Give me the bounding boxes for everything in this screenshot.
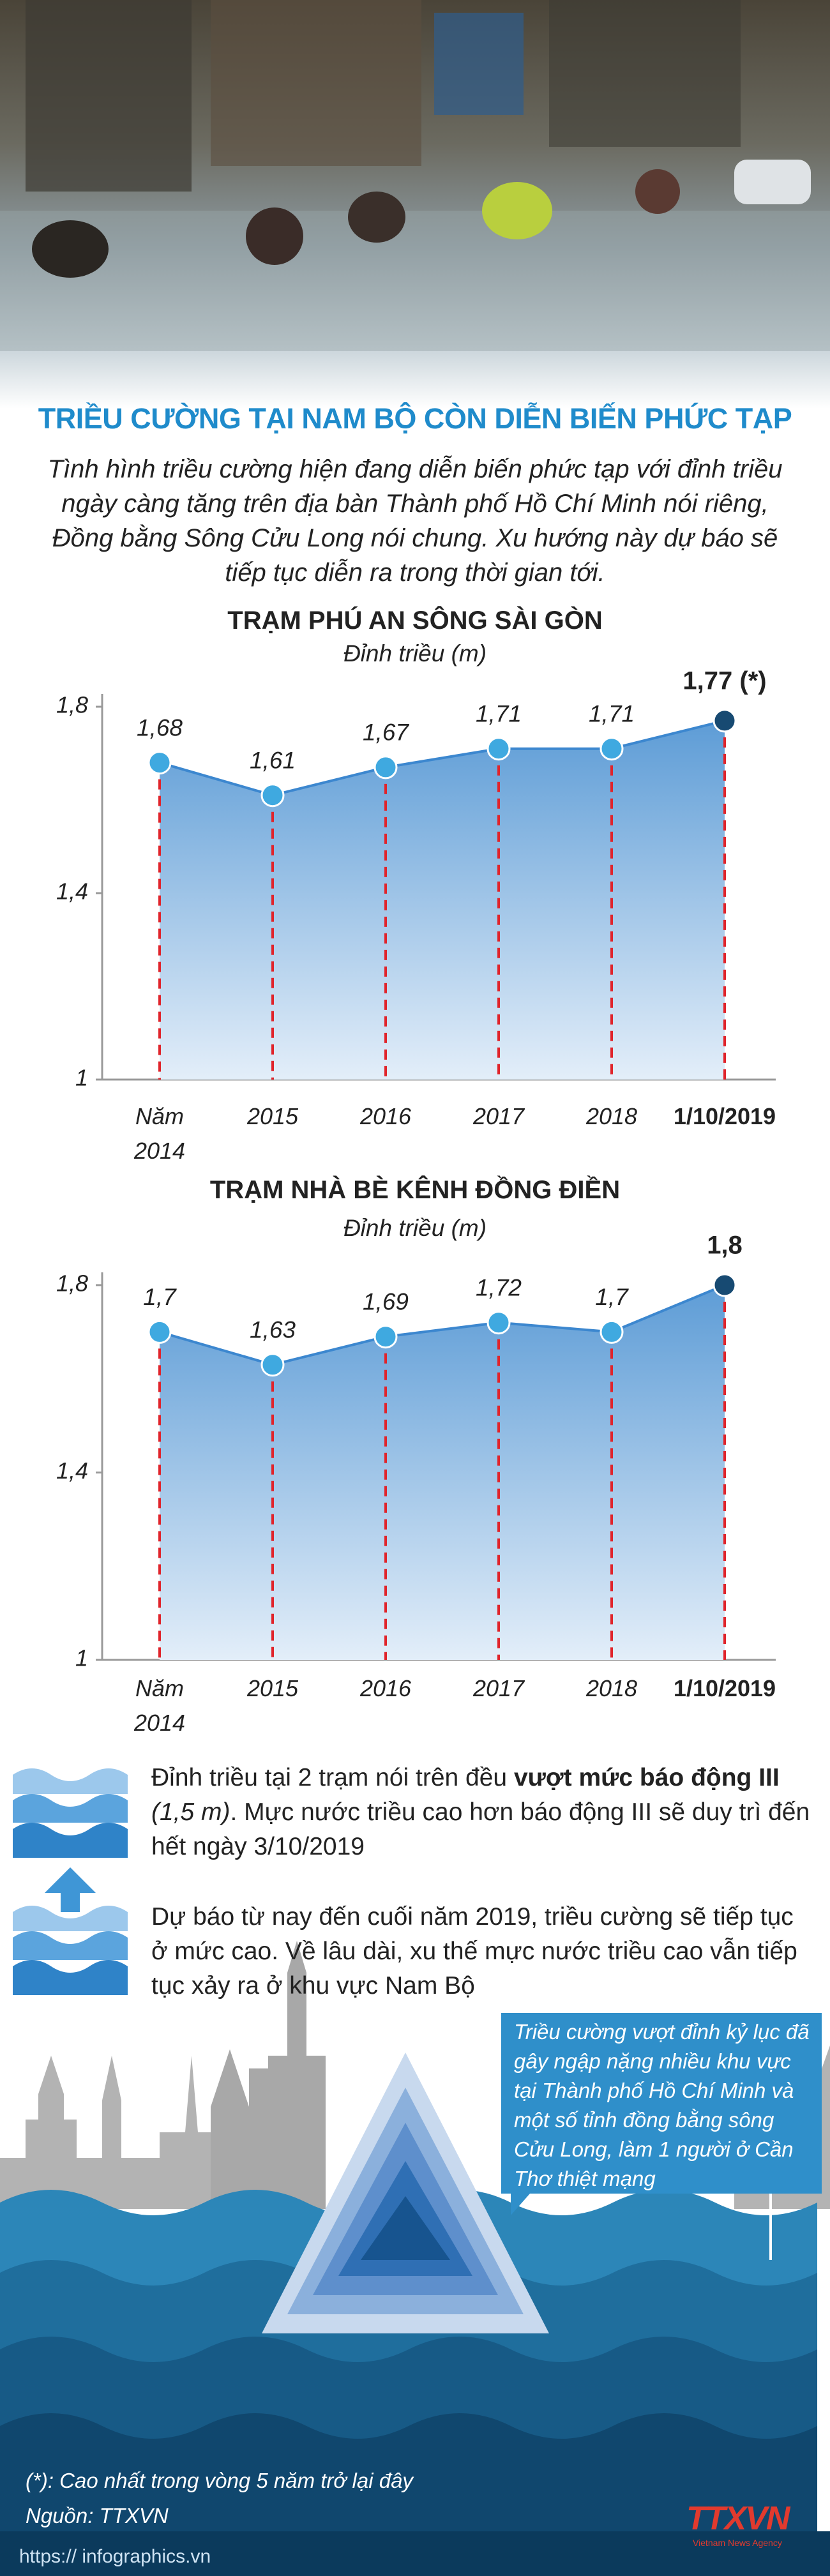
point [374,755,398,780]
note-italic: (1,5 m) [151,1798,230,1826]
x-tick-label: 2016 [359,1675,412,1701]
sea [0,2190,830,2576]
point [374,1325,398,1349]
x-tick-label: 2017 [472,1675,525,1701]
line [159,719,725,797]
x-tick-label: 2018 [585,1103,638,1129]
intro-text: Tình hình triều cường hiện đang diễn biế… [47,455,783,587]
value-label: 1,69 [363,1288,409,1314]
point [487,737,511,761]
x-tick-label: 2015 [246,1103,299,1129]
value-label: 1,68 [137,714,183,741]
source: Nguồn: TTXVN [26,2504,169,2527]
point [260,1353,285,1377]
note-text: Dự báo từ nay đến cuối năm 2019, triều c… [151,1903,797,2000]
value-label: 1,71 [476,700,522,727]
point [487,1311,511,1335]
value-label: 1,67 [363,719,409,746]
y-tick-label: 1 [75,1065,88,1091]
logo-subtitle: Vietnam News Agency [693,2538,782,2548]
line [159,1284,725,1366]
x-tick-label: 1/10/2019 [673,1103,776,1129]
note: Đỉnh triều tại 2 trạm nói trên đều vượt … [151,1761,815,1864]
point [713,709,737,733]
rising-wave-icon [13,1867,128,1995]
x-tick-label: Năm 2014 [133,1103,186,1164]
value-label: 1,8 [707,1232,743,1260]
area [160,1285,725,1660]
y-tick-label: 1 [75,1645,88,1671]
chart-subtitle: Đỉnh triều (m) [343,640,487,667]
chart-title: TRẠM NHÀ BÈ KÊNH ĐỒNG ĐIỀN [209,1176,621,1204]
note-emphasis: vượt mức báo động III [513,1764,780,1791]
value-label: 1,61 [250,747,296,773]
chart-subtitle: Đỉnh triều (m) [343,1215,487,1241]
triangle-emblem [262,2053,549,2333]
x-tick-label: 2018 [585,1675,638,1701]
y-tick-label: 1,4 [56,1457,88,1484]
callout-box [501,2013,822,2260]
point [147,751,172,775]
y-tick-label: 1,4 [56,878,88,905]
x-tick-label: 1/10/2019 [673,1675,776,1701]
page-title: TRIỀU CƯỜNG TẠI NAM BỘ CÒN DIỄN BIẾN PHỨ… [38,402,792,435]
note-text: Đỉnh triều tại 2 trạm nói trên đều [151,1764,514,1791]
url: https:// infographics.vn [19,2546,211,2567]
point [260,783,285,808]
wave-icon [13,1768,128,1858]
value-label: 1,63 [250,1317,296,1343]
value-label: 1,72 [476,1274,522,1300]
value-label: 1,71 [589,700,635,727]
header-photo [0,0,830,409]
value-label: 1,77 (*) [683,667,766,695]
x-tick-label: 2017 [472,1103,525,1129]
logo: TTXVN [686,2500,790,2537]
point [713,1273,737,1297]
point [600,1320,624,1344]
x-tick-label: Năm 2014 [133,1675,186,1736]
value-label: 1,7 [143,1284,177,1310]
point [147,1320,172,1344]
footnote: (*): Cao nhất trong vòng 5 năm trở lại đ… [26,2469,413,2492]
chart-title: TRẠM PHÚ AN SÔNG SÀI GÒN [227,606,603,635]
area [160,720,725,1080]
note-text: . Mực nước triều cao hơn báo động III sẽ… [151,1798,810,1860]
callout-text: Triều cường vượt đỉnh kỷ lục đã gây ngập… [514,2020,810,2190]
value-label: 1,7 [595,1284,629,1310]
x-tick-label: 2016 [359,1103,412,1129]
note: Dự báo từ nay đến cuối năm 2019, triều c… [151,1900,815,2003]
y-tick-label: 1,8 [56,692,88,718]
x-tick-label: 2015 [246,1675,299,1701]
y-tick-label: 1,8 [56,1270,88,1297]
point [600,737,624,761]
